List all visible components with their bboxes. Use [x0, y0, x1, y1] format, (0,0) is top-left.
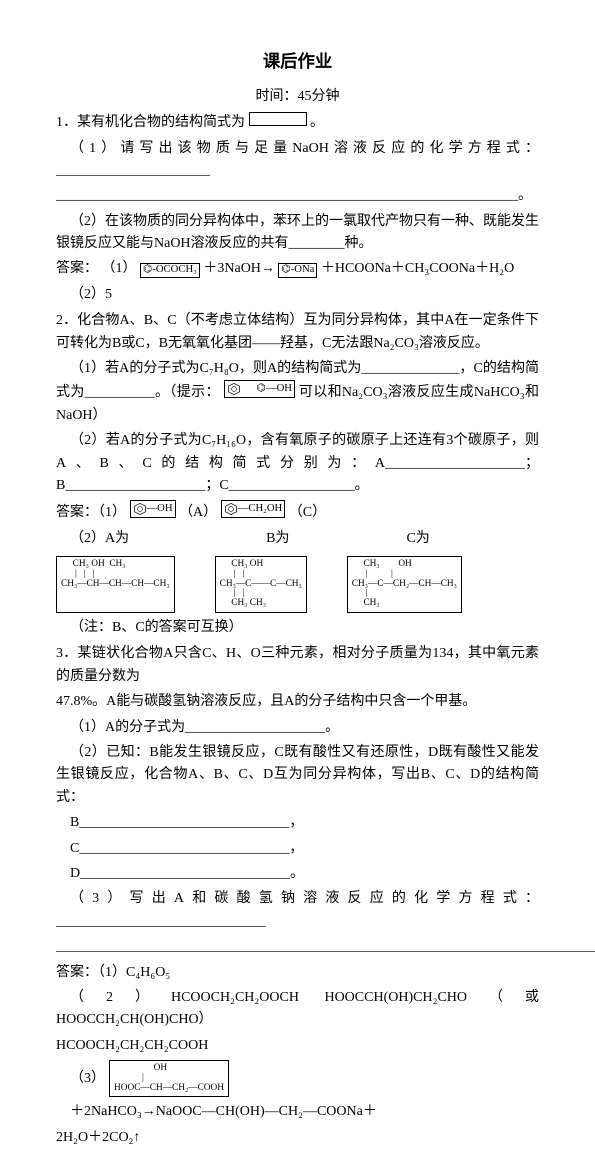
phenol-box: ⌬—OH — [224, 380, 295, 398]
q3-s1: （1）A的分子式为____________________。 — [56, 717, 539, 739]
q3-B: B______________________________， — [56, 812, 539, 834]
q1: 1．某有机化合物的结构简式为 。 — [56, 112, 539, 134]
a3-3-wrap: （3） OH | HOOC—CH—CH₂—COOH ＋2NaHCO₃→NaOOC… — [56, 1060, 539, 1124]
struct-b: CH₃ OH | | CH₃—C——C—CH₃ | | CH₃ CH₃ — [215, 556, 307, 613]
q1-sub1: （1）请写出该物质与足量NaOH溶液反应的化学方程式：_____________… — [56, 138, 539, 183]
a2-1: 答案：（1） — [56, 505, 126, 520]
q1-tail: 。 — [310, 115, 324, 130]
q3-C: C______________________________， — [56, 838, 539, 860]
q1-blankline: ________________________________________… — [56, 185, 539, 207]
a2-2-labels: （2）A为 B为 C为 — [56, 528, 539, 550]
benzene-icon — [133, 502, 147, 516]
q1-sub2: （2）在该物质的同分异构体中，苯环上的一氯取代产物只有一种、既能发生银镜反应又能… — [56, 211, 539, 256]
q3-D: D______________________________。 — [56, 863, 539, 885]
page-title: 课后作业 — [56, 48, 539, 76]
a3-struct: OH | HOOC—CH—CH₂—COOH — [109, 1060, 229, 1097]
q2-s1-wrap: （1）若A的分子式为C₇H₈O，则A的结构简式为______________，C… — [56, 358, 539, 427]
a1-1b: ＋3NaOH→ — [203, 261, 278, 276]
a2-box-c: —CH₂OH — [221, 500, 286, 518]
q3-s3: （3）写出A和碳酸氢钠溶液反应的化学方程式：__________________… — [56, 888, 539, 933]
struct-c: CH₃ OH | | CH₃—C—CH₂—CH—CH₃ | CH₃ — [347, 556, 462, 613]
a2-ctail: （C） — [289, 505, 326, 520]
struct-a: CH₃ OH CH₃ | | | CH₃—CH—CH—CH—CH₃ — [56, 556, 175, 613]
q3-s2: （2）已知：B能发生银镜反应，C既有酸性又有还原性，D既有酸性又能发生银镜反应，… — [56, 742, 539, 809]
benzene-icon — [224, 502, 238, 516]
q1-text: 1．某有机化合物的结构简式为 — [56, 115, 245, 130]
q2-l1: 2．化合物A、B、C（不考虑立体结构）互为同分异构体，其中A在一定条件下可转化为… — [56, 310, 539, 355]
a2-2a: （2）A为 — [70, 531, 129, 546]
answer-label-1: 答案： — [56, 258, 98, 280]
phenol-text: ⌬—OH — [229, 384, 292, 395]
a3-l1: 答案：（1）C₄H₆O₅ — [56, 962, 539, 984]
a3-3b: ＋2NaHCO₃→NaOOC—CH(OH)—CH₂—COONa＋ — [56, 1101, 377, 1123]
q3-blank: ________________________________________… — [56, 936, 539, 958]
a1-box2: ⌬-ONa — [278, 263, 317, 278]
time-label: 时间： — [256, 89, 298, 104]
a2-2b: B为 — [266, 531, 289, 546]
q2-s2: （2）若A的分子式为C₇H₁₆O，含有氧原子的碳原子上还连有3个碳原子，则A、B… — [56, 430, 539, 497]
struct-row: CH₃ OH CH₃ | | | CH₃—CH—CH—CH—CH₃ CH₃ OH… — [56, 556, 539, 613]
a2-2c: C为 — [406, 531, 429, 546]
a2-mid: （A） — [179, 505, 221, 520]
q1-structure-box — [249, 112, 307, 126]
a3-3a: （3） — [56, 1068, 105, 1090]
time-line: 时间：45分钟 — [56, 86, 539, 108]
a1-1c: ＋HCOONa＋CH₃COONa＋H₂O — [321, 261, 514, 276]
a3-l2: （2）HCOOCH₂CH₂OOCH HOOCCH(OH)CH₂CHO（或HOOC… — [56, 987, 539, 1032]
a1-1a: （1） — [102, 261, 137, 276]
a1: 答案： （1） ⌬-OCOCH₃ ＋3NaOH→ ⌬-ONa ＋HCOONa＋C… — [56, 258, 539, 280]
a3-3c: 2H₂O＋2CO₂↑ — [56, 1127, 539, 1149]
a1-2: （2）5 — [56, 284, 539, 306]
a2-1-wrap: 答案：（1） —OH （A） —CH₂OH （C） — [56, 500, 539, 524]
a3-l3: HCOOCH₂CH₂CH₂COOH — [56, 1035, 539, 1057]
q3-l1: 3．某链状化合物A只含C、H、O三种元素，相对分子质量为134，其中氧元素的质量… — [56, 643, 539, 688]
time-value: 45分钟 — [298, 89, 340, 104]
a1-box1: ⌬-OCOCH₃ — [140, 263, 200, 278]
a2-box-a: —OH — [130, 500, 176, 518]
a2-3: （注：B、C的答案可互换） — [56, 617, 539, 639]
q3-l2: 47.8%。A能与碳酸氢钠溶液反应，且A的分子结构中只含一个甲基。 — [56, 691, 539, 713]
